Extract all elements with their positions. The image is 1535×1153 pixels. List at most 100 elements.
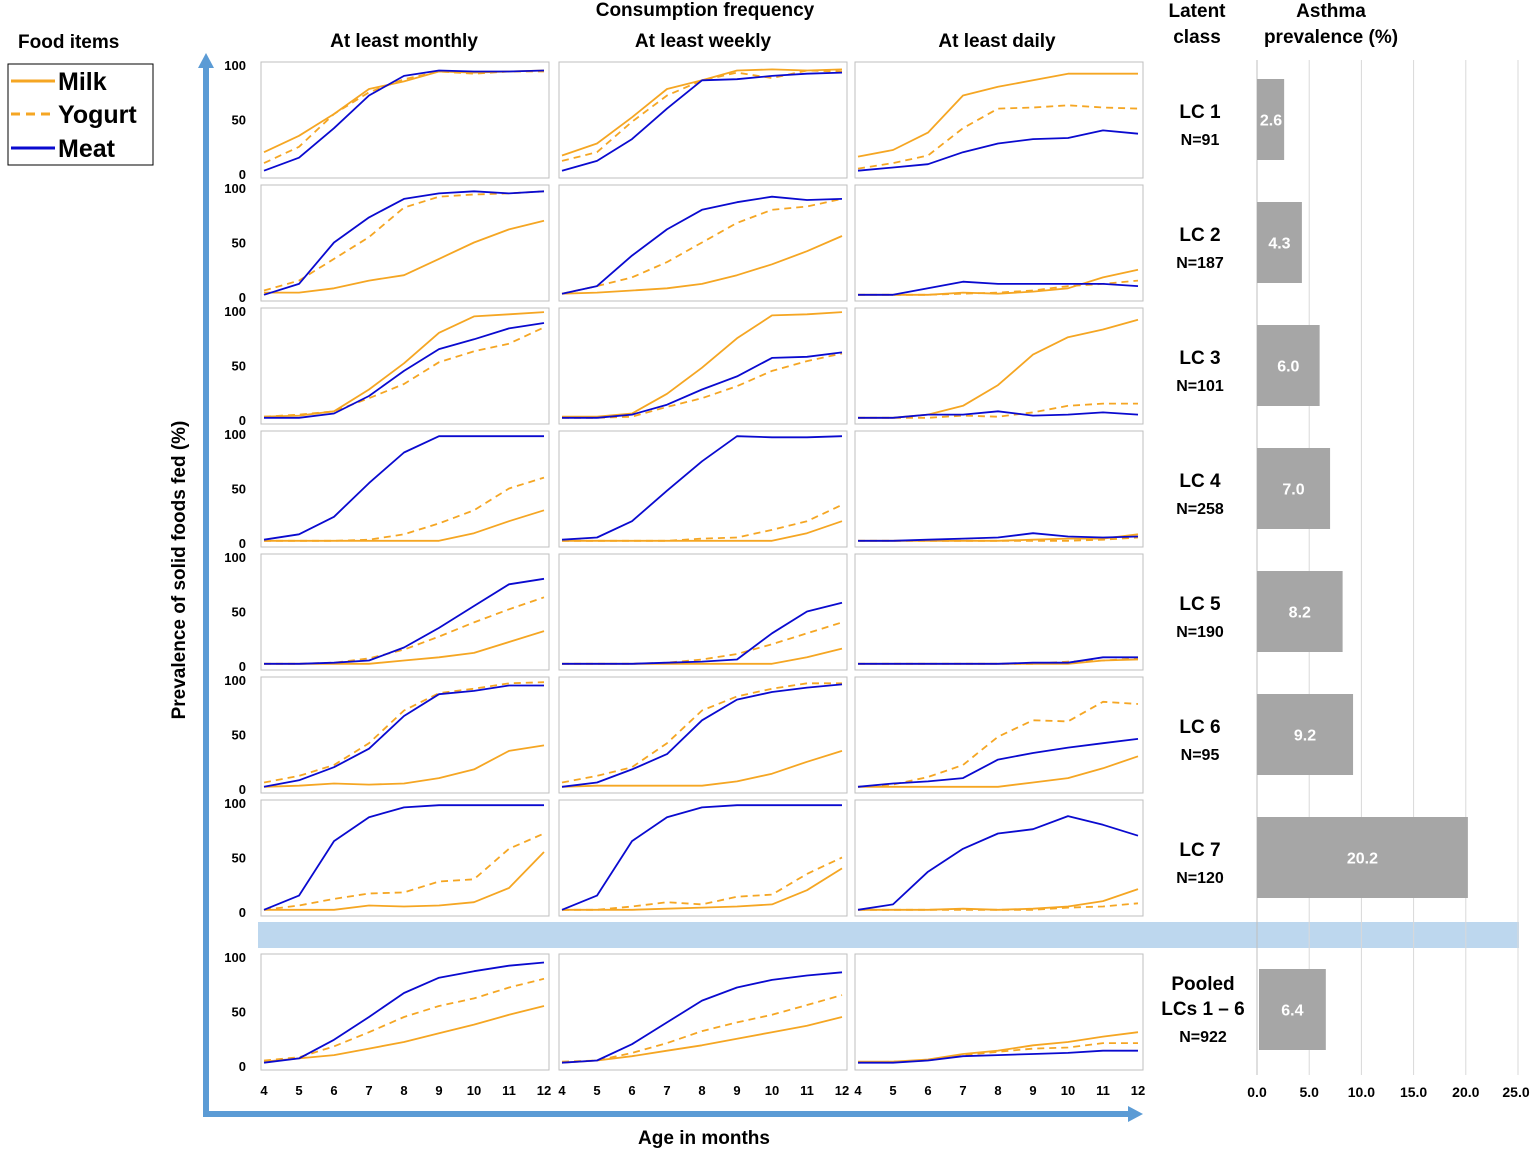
asthma-bar-label: 9.2 <box>1294 728 1316 745</box>
column-header-weekly: At least weekly <box>635 31 772 52</box>
asthma-tick-label: 5.0 <box>1299 1084 1319 1100</box>
latent-class-n: N=120 <box>1176 870 1224 887</box>
legend-title: Food items <box>18 32 119 53</box>
panel-frame <box>854 953 1144 1071</box>
series-line-yogurt <box>264 476 545 542</box>
y-tick-label: 0 <box>239 1059 246 1074</box>
x-tick-label: 9 <box>733 1083 740 1098</box>
pooled-name-line1: Pooled <box>1171 974 1234 995</box>
latent-class-name: LC 1 <box>1179 102 1221 123</box>
y-tick-label: 50 <box>232 605 246 620</box>
series-line-yogurt <box>562 352 843 419</box>
y-tick-label: 50 <box>232 359 246 374</box>
series-line-yogurt <box>561 69 843 162</box>
series-line-yogurt <box>263 190 545 292</box>
y-tick-label: 100 <box>224 304 246 319</box>
legend-yogurt-label: Yogurt <box>58 101 137 129</box>
series-line-meat <box>263 804 544 911</box>
series-line-yogurt <box>264 596 545 665</box>
panel-frame <box>854 307 1144 425</box>
asthma-bar <box>1257 694 1354 775</box>
series-line-yogurt <box>561 994 843 1063</box>
panel-frame <box>558 676 848 794</box>
panel-frame <box>558 799 848 917</box>
legend-meat-label: Meat <box>58 135 116 163</box>
x-tick-label: 6 <box>330 1083 337 1098</box>
asthma-bar-label: 7.0 <box>1282 482 1304 499</box>
latent-class-n: N=95 <box>1181 747 1220 764</box>
x-tick-label: 6 <box>924 1083 931 1098</box>
series-line-milk <box>858 1031 1139 1063</box>
y-tick-label: 0 <box>239 290 246 305</box>
panel-frame <box>260 953 550 1071</box>
asthma-tick-label: 25.0 <box>1502 1084 1529 1100</box>
y-tick-label: 50 <box>232 482 246 497</box>
series-line-yogurt <box>562 504 843 542</box>
series-line-yogurt <box>263 681 545 784</box>
latent-class-name: LC 3 <box>1179 348 1220 369</box>
series-line-meat <box>561 71 843 172</box>
x-axis-arrowhead <box>1128 1106 1143 1122</box>
series-line-yogurt <box>263 70 544 164</box>
series-line-yogurt <box>263 832 545 911</box>
series-line-milk <box>857 72 1138 158</box>
series-line-milk <box>561 235 843 295</box>
series-line-milk <box>561 750 843 788</box>
series-line-meat <box>857 738 1139 788</box>
series-line-milk <box>263 1005 545 1063</box>
asthma-header-line1: Asthma <box>1296 1 1366 22</box>
panel-frame <box>558 61 848 179</box>
asthma-bar <box>1257 325 1320 406</box>
asthma-tick-label: 20.0 <box>1452 1084 1479 1100</box>
x-tick-label: 12 <box>835 1083 849 1098</box>
x-tick-label: 10 <box>1061 1083 1075 1098</box>
series-line-meat <box>263 435 544 541</box>
latent-class-header-line1: Latent <box>1169 1 1227 22</box>
x-tick-label: 11 <box>800 1083 814 1098</box>
y-tick-label: 50 <box>232 728 246 743</box>
panel-frame <box>260 676 550 794</box>
column-header-monthly: At least monthly <box>330 31 478 52</box>
latent-class-name: LC 6 <box>1179 717 1220 738</box>
y-tick-label: 100 <box>224 796 246 811</box>
pooled-n: N=922 <box>1179 1029 1227 1046</box>
asthma-bar <box>1257 79 1285 160</box>
latent-class-n: N=258 <box>1176 501 1224 518</box>
series-line-milk <box>858 888 1139 911</box>
y-tick-label: 100 <box>224 427 246 442</box>
panel-frame <box>260 61 550 179</box>
asthma-bar <box>1257 571 1343 652</box>
panel-frame <box>260 430 550 548</box>
latent-class-name: LC 5 <box>1179 594 1221 615</box>
asthma-tick-label: 10.0 <box>1348 1084 1375 1100</box>
series-line-meat <box>561 435 843 541</box>
latent-class-n: N=101 <box>1176 378 1224 395</box>
legend-milk-label: Milk <box>58 68 107 96</box>
y-tick-label: 100 <box>224 58 246 73</box>
x-axis-title: Age in months <box>638 1128 770 1149</box>
series-line-milk <box>263 311 545 418</box>
series-line-yogurt <box>857 1042 1138 1064</box>
latent-class-n: N=190 <box>1176 624 1224 641</box>
series-line-meat <box>263 961 545 1064</box>
x-tick-label: 9 <box>1029 1083 1036 1098</box>
y-axis-title: Prevalence of solid foods fed (%) <box>169 421 190 720</box>
asthma-header-line2: prevalence (%) <box>1264 27 1398 48</box>
series-line-yogurt <box>858 536 1139 542</box>
x-tick-label: 5 <box>593 1083 600 1098</box>
asthma-bar <box>1259 969 1326 1050</box>
series-line-milk <box>858 268 1139 296</box>
asthma-bar-label: 2.6 <box>1260 113 1282 130</box>
x-tick-label: 8 <box>994 1083 1001 1098</box>
series-line-meat <box>562 351 843 419</box>
asthma-tick-label: 0.0 <box>1247 1084 1267 1100</box>
series-line-milk <box>562 867 843 911</box>
y-tick-label: 50 <box>232 113 246 128</box>
latent-class-name: LC 4 <box>1179 471 1221 492</box>
series-line-meat <box>857 129 1139 172</box>
series-line-meat <box>263 190 545 296</box>
y-tick-label: 50 <box>232 851 246 866</box>
asthma-bar-label: 20.2 <box>1347 851 1378 868</box>
pooled-separator-band <box>258 922 1519 948</box>
latent-class-name: LC 2 <box>1179 225 1220 246</box>
